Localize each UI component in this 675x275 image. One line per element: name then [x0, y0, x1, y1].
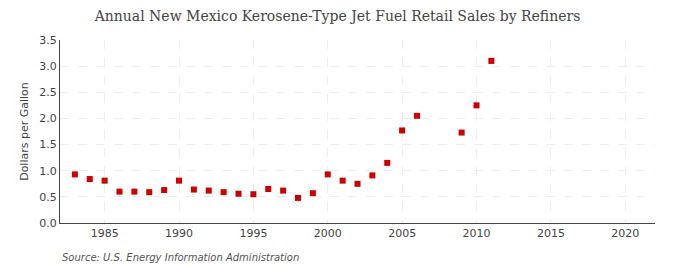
svg-text:1995: 1995: [239, 227, 267, 240]
svg-text:2005: 2005: [388, 227, 416, 240]
svg-text:2015: 2015: [537, 227, 565, 240]
svg-text:0.0: 0.0: [39, 217, 57, 230]
svg-text:2.0: 2.0: [39, 112, 57, 125]
svg-text:1.0: 1.0: [39, 165, 57, 178]
svg-text:2010: 2010: [463, 227, 491, 240]
svg-text:2020: 2020: [611, 227, 639, 240]
svg-text:1985: 1985: [91, 227, 119, 240]
svg-text:Source: U.S. Energy Informatio: Source: U.S. Energy Information Administ…: [62, 252, 299, 263]
svg-text:2.5: 2.5: [39, 86, 57, 99]
svg-text:0.5: 0.5: [39, 191, 57, 204]
svg-text:2000: 2000: [314, 227, 342, 240]
svg-text:3.5: 3.5: [39, 34, 57, 47]
svg-text:1990: 1990: [165, 227, 193, 240]
svg-text:Annual New Mexico Kerosene-Typ: Annual New Mexico Kerosene-Type Jet Fuel…: [94, 8, 581, 24]
svg-text:1.5: 1.5: [39, 138, 57, 151]
svg-text:3.0: 3.0: [39, 60, 57, 73]
svg-text:Dollars per Gallon: Dollars per Gallon: [18, 82, 31, 181]
